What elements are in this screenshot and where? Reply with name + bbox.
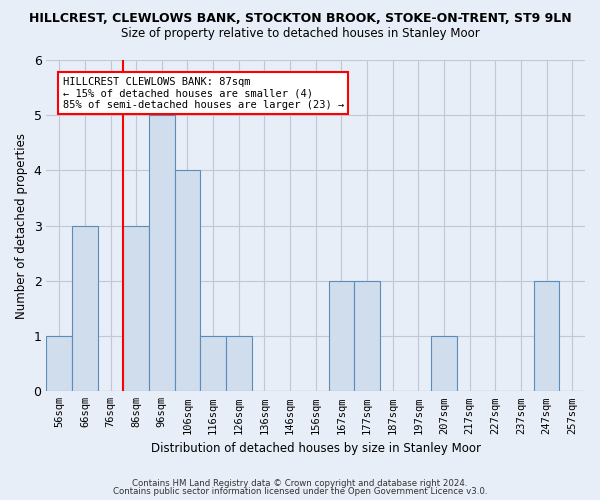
Bar (124, 226, 149, 392)
Bar (46, 336, 72, 392)
Bar (226, 336, 251, 392)
Bar (149, 115, 175, 392)
Bar (534, 281, 559, 392)
Bar (72, 226, 98, 392)
Text: Size of property relative to detached houses in Stanley Moor: Size of property relative to detached ho… (121, 28, 479, 40)
Text: HILLCREST CLEWLOWS BANK: 87sqm
← 15% of detached houses are smaller (4)
85% of s: HILLCREST CLEWLOWS BANK: 87sqm ← 15% of … (62, 76, 344, 110)
Y-axis label: Number of detached properties: Number of detached properties (15, 132, 28, 318)
Text: HILLCREST, CLEWLOWS BANK, STOCKTON BROOK, STOKE-ON-TRENT, ST9 9LN: HILLCREST, CLEWLOWS BANK, STOCKTON BROOK… (29, 12, 571, 26)
Bar (431, 336, 457, 392)
Text: Contains public sector information licensed under the Open Government Licence v3: Contains public sector information licen… (113, 487, 487, 496)
Bar (329, 281, 354, 392)
Bar (200, 336, 226, 392)
Bar (175, 170, 200, 392)
Text: Contains HM Land Registry data © Crown copyright and database right 2024.: Contains HM Land Registry data © Crown c… (132, 478, 468, 488)
X-axis label: Distribution of detached houses by size in Stanley Moor: Distribution of detached houses by size … (151, 442, 481, 455)
Bar (354, 281, 380, 392)
